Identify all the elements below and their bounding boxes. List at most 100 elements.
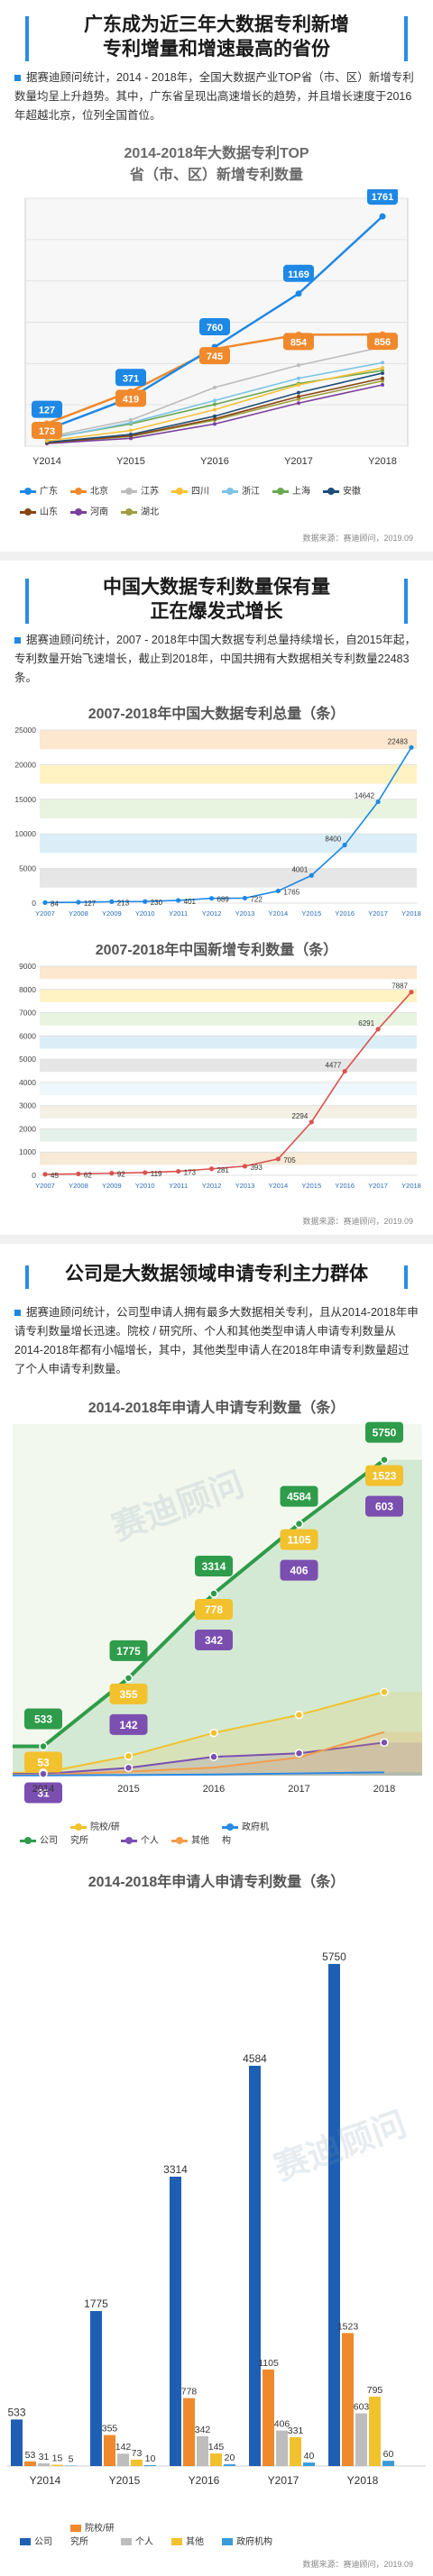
y-tick-label: 8000 — [19, 985, 36, 994]
data-label-box — [367, 333, 398, 351]
data-point — [124, 1751, 134, 1761]
header-accent-right — [404, 579, 408, 624]
data-label: 401 — [184, 898, 197, 906]
bar-个人 — [38, 2462, 50, 2466]
legend-swatch — [70, 2525, 81, 2533]
bar-其他 — [51, 2464, 63, 2466]
data-point — [381, 361, 384, 365]
data-point — [309, 872, 314, 878]
chart1-top-provinces: Y2014 Y2015 Y2016 Y2017 Y2018 127 371 760 1169 17… — [24, 189, 409, 467]
data-point — [381, 366, 384, 370]
data-point — [375, 799, 381, 805]
data-point — [129, 432, 133, 436]
x-tick-label: Y2008 — [69, 909, 88, 918]
bar-label: 795 — [367, 2385, 383, 2396]
data-point — [213, 402, 216, 406]
data-point — [375, 1027, 381, 1032]
x-tick-label: Y2014 — [269, 1182, 289, 1190]
x-tick-label: Y2012 — [202, 909, 222, 918]
data-label-box — [280, 1529, 318, 1550]
data-label: 705 — [283, 1156, 296, 1165]
bar-label: 31 — [39, 2452, 50, 2462]
data-label-box — [32, 421, 62, 439]
bar-label: 5750 — [322, 1950, 346, 1963]
y-tick-label: 25000 — [14, 726, 36, 735]
bullet-icon — [14, 75, 21, 82]
data-label: 1169 — [288, 269, 309, 280]
data-label: 62 — [84, 1171, 92, 1179]
data-label-box — [115, 369, 146, 387]
bar-院校/研究所 — [263, 2369, 274, 2466]
chart5-legend-item: 个人 — [121, 2534, 171, 2547]
legend-label: 湖北 — [141, 507, 159, 517]
x-tick-label: Y2015 — [301, 1182, 321, 1190]
legend-label: 院校/研究所 — [70, 2524, 115, 2547]
chart5-legend: 公司 院校/研究所 个人 其他 政府机构 — [20, 2517, 417, 2551]
data-label-box — [283, 333, 314, 351]
x-tick-label: Y2014 — [30, 2474, 61, 2487]
data-point — [109, 1171, 115, 1176]
legend-swatch — [70, 507, 87, 516]
x-tick-label: Y2009 — [102, 1182, 122, 1190]
bar-label: 331 — [288, 2425, 304, 2436]
bar-label: 1523 — [337, 2321, 359, 2332]
x-tick-label: Y2013 — [235, 1182, 255, 1190]
data-label: 4001 — [291, 865, 308, 873]
data-label: 92 — [117, 1171, 125, 1179]
section2-header: 中国大数据专利数量保有量 正在爆发式增长 — [0, 575, 433, 624]
section2-title-line1: 中国大数据专利数量保有量 — [103, 577, 330, 598]
chart3-new-patents: 0 1000 2000 3000 4000 5000 6000 7000 8000 9000 Y20… — [19, 962, 421, 1190]
data-label-box — [365, 1465, 403, 1486]
data-label: 4584 — [287, 1491, 311, 1503]
chart4-legend: 公司 院校/研究所 个人 其他 政府机构 — [20, 1815, 417, 1850]
x-tick-label: Y2007 — [35, 1182, 55, 1190]
legend-label: 广东 — [40, 487, 58, 497]
chart1-legend-item: 北京 — [70, 483, 121, 497]
x-tick-label: 2017 — [288, 1784, 309, 1795]
x-tick-label: 2015 — [117, 1784, 139, 1795]
bar-label: 1105 — [258, 2358, 279, 2369]
x-tick-label: Y2007 — [35, 909, 55, 918]
legend-swatch — [20, 487, 36, 495]
grid-band — [40, 966, 417, 980]
data-point — [213, 398, 216, 403]
grid-band — [40, 1082, 417, 1096]
data-point — [129, 420, 133, 425]
x-tick-label: 2018 — [373, 1784, 395, 1795]
data-label: 3314 — [202, 1560, 226, 1573]
x-tick-label: 2014 — [32, 1784, 54, 1795]
data-point — [208, 896, 215, 901]
divider — [0, 552, 433, 561]
data-point — [342, 1068, 347, 1074]
chart5-legend-item: 院校/研究所 — [70, 2520, 121, 2547]
data-point — [275, 1156, 281, 1162]
data-point — [213, 422, 216, 426]
legend-swatch — [121, 2538, 132, 2546]
data-point — [381, 382, 384, 387]
data-label: 7887 — [392, 982, 408, 991]
y-tick-label: 10000 — [14, 829, 36, 838]
chart1-legend-item: 浙江 — [222, 483, 272, 497]
data-point — [76, 900, 81, 905]
chart3-title: 2007-2018年中国新增专利数量（条） — [95, 943, 338, 958]
chart1-legend-item: 湖北 — [121, 504, 171, 517]
legend-swatch — [70, 487, 87, 495]
data-point — [380, 1455, 389, 1465]
section1-header: 广东成为近三年大数据专利新增 专利增量和增速最高的省份 — [0, 13, 433, 61]
grid-band — [40, 1012, 417, 1026]
chart1-legend-item: 山东 — [20, 504, 70, 517]
data-label: 230 — [151, 899, 163, 907]
legend-label: 山东 — [40, 507, 58, 517]
y-tick-label: 0 — [32, 1171, 36, 1180]
series-line — [44, 746, 412, 904]
x-tick-label: Y2017 — [368, 1182, 388, 1190]
data-point — [342, 842, 347, 848]
x-tick-label: Y2014 — [269, 909, 289, 918]
data-point — [208, 1166, 215, 1172]
section1-title-line2: 专利增量和增速最高的省份 — [103, 39, 330, 59]
section3-header: 公司是大数据领域申请专利主力群体 — [0, 1262, 433, 1289]
data-label: 119 — [151, 1170, 162, 1178]
chart5-title: 2014-2018年申请人申请专利数量（条） — [88, 1875, 345, 1890]
data-point — [409, 990, 414, 995]
data-point — [297, 376, 300, 380]
